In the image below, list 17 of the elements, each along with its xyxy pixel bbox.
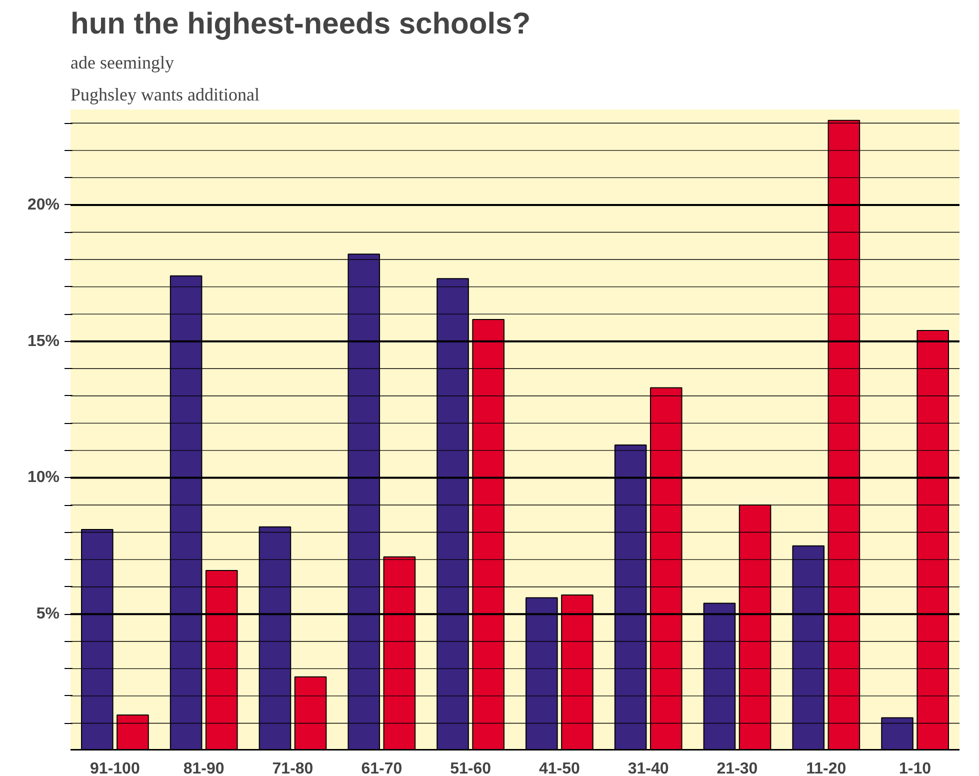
x-tick-label: 81-90 (183, 760, 224, 776)
text: Pughsley wants additional (70, 84, 260, 104)
x-tick-label: 41-50 (538, 760, 580, 776)
x-tick-label: 91-100 (90, 760, 140, 776)
x-tick-label: 61-70 (361, 760, 402, 776)
x-tick-label: 1-10 (899, 760, 932, 776)
x-tick-label: 71-80 (272, 760, 314, 776)
y-tick-label: 15% (27, 332, 60, 350)
x-tick-label: 31-40 (628, 760, 669, 776)
x-tick-label: 51-60 (450, 760, 492, 776)
y-tick-label: 10% (27, 469, 60, 486)
x-tick-label: 21-30 (716, 760, 758, 776)
y-tick-label: 20% (27, 196, 60, 214)
chart-title: hun the highest-needs schools? (70, 8, 531, 40)
y-tick-label: 5% (36, 606, 60, 623)
text: ade seemingly (70, 52, 174, 72)
x-tick-label: 11-20 (806, 760, 846, 776)
